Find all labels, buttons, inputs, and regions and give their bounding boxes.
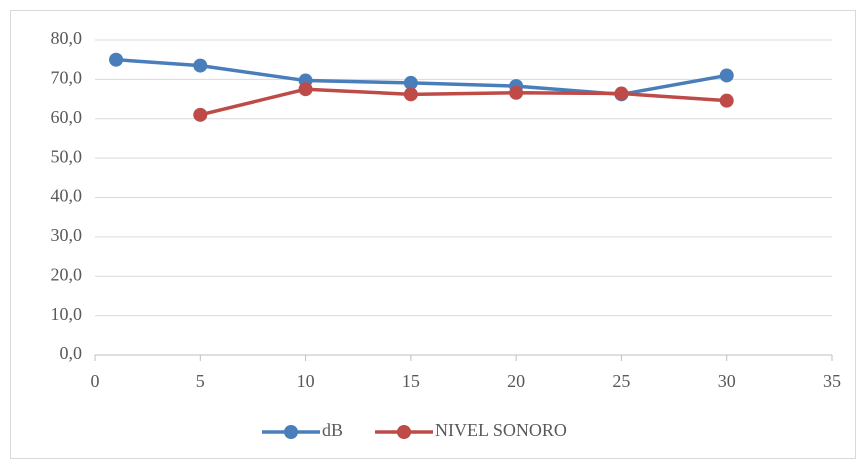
x-tick-label: 0 [91, 371, 100, 391]
x-tick-label: 25 [612, 371, 630, 391]
y-tick-label: 40,0 [51, 186, 83, 206]
data-point [614, 86, 629, 101]
legend-marker [284, 425, 298, 439]
data-point [193, 107, 208, 122]
y-tick-label: 10,0 [51, 304, 83, 324]
data-point [109, 52, 124, 67]
x-tick-label: 15 [402, 371, 420, 391]
data-point [719, 93, 734, 108]
y-tick-label: 30,0 [51, 225, 83, 245]
data-point [193, 58, 208, 73]
data-point [298, 82, 313, 97]
series-line [199, 87, 727, 117]
y-tick-label: 60,0 [51, 107, 83, 127]
y-tick-label: 20,0 [51, 264, 83, 284]
data-point [509, 85, 524, 100]
y-tick-label: 0,0 [60, 343, 83, 363]
y-tick-label: 80,0 [51, 28, 83, 48]
x-tick-label: 35 [823, 371, 841, 391]
x-tick-label: 5 [196, 371, 205, 391]
y-tick-label: 50,0 [51, 146, 83, 166]
legend-label: dB [322, 420, 343, 440]
data-point [719, 68, 734, 83]
x-tick-label: 20 [507, 371, 525, 391]
legend-label: NIVEL SONORO [435, 420, 567, 440]
data-point [403, 75, 418, 90]
y-tick-label: 70,0 [51, 68, 83, 88]
legend-marker [397, 425, 411, 439]
data-point [403, 87, 418, 102]
x-tick-label: 30 [718, 371, 736, 391]
x-tick-label: 10 [297, 371, 315, 391]
